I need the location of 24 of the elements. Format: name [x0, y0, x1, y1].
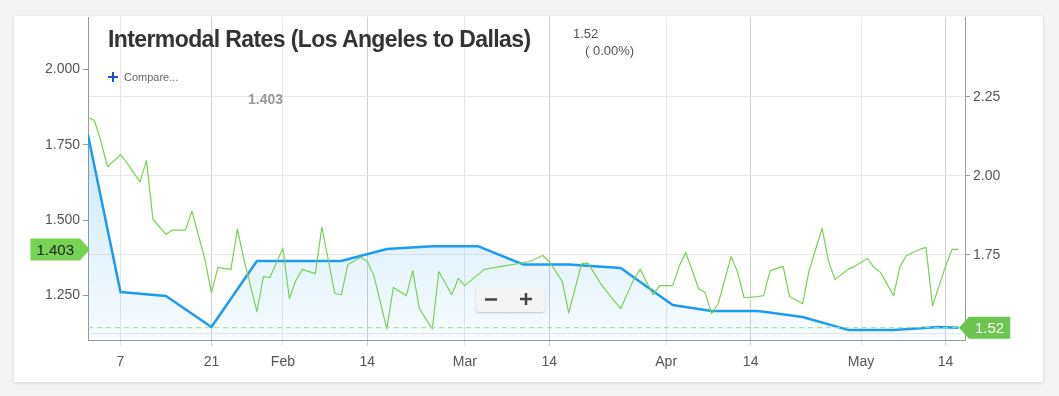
- x-tick-label: 14: [359, 353, 376, 370]
- annotation: Compare...: [124, 71, 179, 83]
- y2-tick-label: 1.75: [973, 245, 1001, 262]
- x-tick-label: Apr: [655, 353, 678, 370]
- annotation: ( 0.00%): [585, 43, 635, 58]
- y-tick-label: 1.500: [44, 211, 81, 228]
- ref-line-label: 1.52: [975, 318, 1005, 336]
- y2-tick-label: 2.25: [973, 87, 1001, 104]
- x-tick-label: 7: [116, 353, 125, 370]
- text: 1.403: [36, 240, 75, 258]
- y-tick-label: 1.750: [44, 135, 81, 152]
- annotation: 1.52: [573, 26, 599, 41]
- x-tick-label: 14: [937, 353, 954, 370]
- x-tick-label: Mar: [452, 353, 478, 370]
- y-tick-label: 2.000: [44, 60, 81, 77]
- chart-title: Intermodal Rates (Los Angeles to Dallas): [108, 26, 531, 53]
- y-tick-label: 1.250: [44, 286, 81, 303]
- y2-tick-label: 2.00: [973, 166, 1001, 183]
- x-tick-label: May: [847, 353, 875, 370]
- x-tick-label: 21: [203, 353, 220, 370]
- x-tick-label: 14: [742, 353, 759, 370]
- annotation: 1.403: [248, 91, 284, 107]
- x-tick-label: Feb: [270, 353, 296, 370]
- x-tick-label: 14: [541, 353, 558, 370]
